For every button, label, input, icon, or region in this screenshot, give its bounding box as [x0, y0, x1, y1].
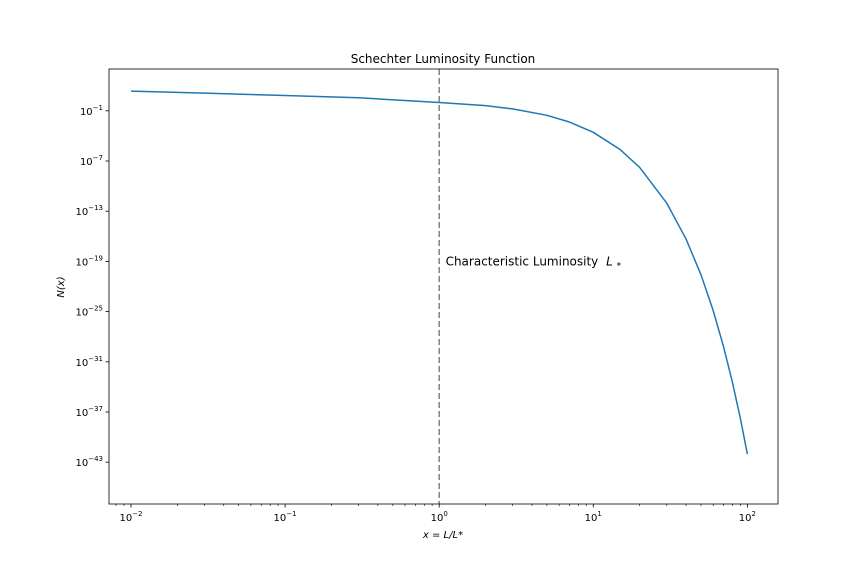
y-axis: 10−1 10−7 10−13 10−19 10−25 10−31 10−37 10−43 [75, 104, 109, 469]
y-tick-label: 10−19 [75, 254, 103, 268]
axes-frame [108, 68, 779, 505]
x-axis: 10−2 10−1 100 101 102 [115, 504, 756, 524]
annotation-characteristic-luminosity: Characteristic Luminosity L * [446, 254, 622, 271]
y-tick-label: 10−1 [80, 104, 103, 118]
x-tick-label: 100 [431, 510, 448, 524]
y-tick-label: 10−13 [75, 204, 103, 218]
annotation-symbol: L [606, 254, 613, 268]
chart-title: Schechter Luminosity Function [351, 52, 536, 66]
series-line-0 [130, 90, 749, 455]
y-tick-label: 10−7 [80, 154, 103, 168]
y-tick-label: 10−37 [75, 405, 103, 419]
x-tick-label: 10−2 [119, 510, 142, 524]
y-tick-label: 10−31 [75, 355, 103, 369]
y-tick-label: 10−43 [75, 455, 103, 469]
y-axis-label: N(x) [56, 276, 67, 297]
x-tick-label: 10−1 [274, 510, 297, 524]
plot-area [108, 68, 779, 505]
x-tick-label: 101 [585, 510, 602, 524]
annotation-text: Characteristic Luminosity [446, 254, 599, 268]
x-tick-label: 102 [739, 510, 756, 524]
x-axis-label: x = L/L* [422, 530, 463, 541]
annotation-subscript: * [617, 261, 622, 271]
y-tick-label: 10−25 [75, 305, 103, 319]
